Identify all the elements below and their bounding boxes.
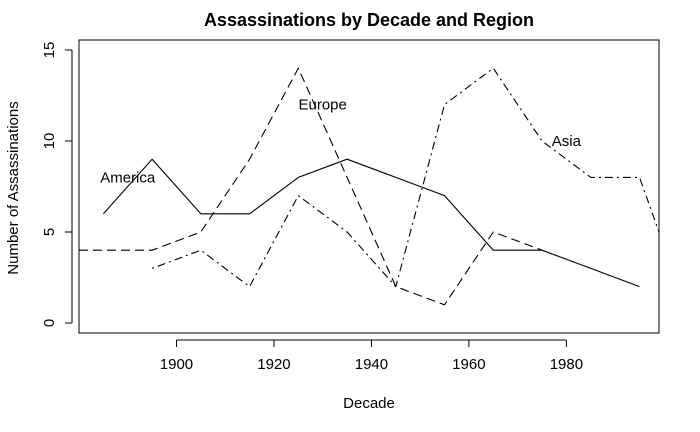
x-axis: 1900 1920 1940 1960 1980 [160, 339, 583, 373]
series-lines [79, 67, 660, 306]
y-axis: 0 5 10 15 [41, 42, 73, 327]
series-line-america [102, 158, 640, 288]
series-line-europe [79, 67, 543, 306]
chart-title: Assassinations by Decade and Region [204, 10, 534, 30]
x-tick-label: 1940 [355, 356, 388, 373]
y-tick-label: 0 [41, 319, 58, 327]
x-tick-label: 1900 [160, 356, 193, 373]
y-tick-label: 15 [41, 42, 58, 59]
x-tick-label: 1920 [257, 356, 290, 373]
series-label-europe: Europe [299, 97, 347, 114]
y-tick-label: 10 [41, 133, 58, 150]
series-label-asia: Asia [552, 133, 582, 150]
y-tick-label: 5 [41, 228, 58, 236]
y-axis-label: Number of Assassinations [5, 101, 22, 274]
x-axis-label: Decade [343, 395, 395, 412]
series-label-america: America [100, 169, 156, 186]
plot-frame [78, 39, 660, 334]
x-tick-label: 1980 [550, 356, 583, 373]
series-line-asia [151, 67, 660, 288]
x-tick-label: 1960 [452, 356, 485, 373]
series-labels: America Europe Asia [100, 97, 581, 187]
